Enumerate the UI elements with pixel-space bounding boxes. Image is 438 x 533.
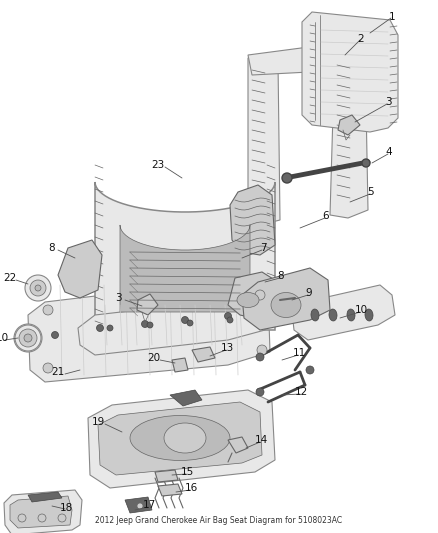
Text: 19: 19	[92, 417, 105, 427]
Text: 10: 10	[354, 305, 367, 315]
Polygon shape	[10, 496, 72, 528]
Polygon shape	[330, 40, 368, 218]
Circle shape	[30, 280, 46, 296]
Polygon shape	[28, 492, 62, 502]
Text: 20: 20	[148, 353, 161, 363]
Polygon shape	[125, 497, 152, 513]
Polygon shape	[58, 240, 102, 298]
Ellipse shape	[329, 309, 337, 321]
Polygon shape	[192, 347, 215, 362]
Polygon shape	[155, 470, 178, 482]
Circle shape	[43, 363, 53, 373]
Polygon shape	[28, 280, 270, 382]
Polygon shape	[170, 390, 202, 406]
Ellipse shape	[130, 416, 230, 461]
Polygon shape	[242, 268, 330, 330]
Text: 6: 6	[323, 211, 329, 221]
Circle shape	[24, 334, 32, 342]
Polygon shape	[228, 437, 248, 453]
Circle shape	[282, 173, 292, 183]
Circle shape	[225, 312, 232, 319]
Circle shape	[38, 514, 46, 522]
Circle shape	[18, 514, 26, 522]
Text: 9: 9	[306, 288, 312, 298]
Ellipse shape	[237, 293, 259, 308]
Text: 22: 22	[4, 273, 17, 283]
Circle shape	[14, 324, 42, 352]
Text: 2: 2	[358, 34, 364, 44]
Circle shape	[187, 320, 193, 326]
Circle shape	[257, 345, 267, 355]
Ellipse shape	[164, 423, 206, 453]
Circle shape	[25, 275, 51, 301]
Polygon shape	[4, 490, 82, 533]
Circle shape	[58, 514, 66, 522]
Circle shape	[256, 353, 264, 361]
Text: 16: 16	[184, 483, 198, 493]
Polygon shape	[95, 182, 275, 330]
Circle shape	[137, 503, 143, 509]
Text: 8: 8	[278, 271, 284, 281]
Text: 8: 8	[49, 243, 55, 253]
Text: 3: 3	[385, 97, 391, 107]
Polygon shape	[338, 115, 360, 135]
Text: 17: 17	[142, 500, 155, 510]
Text: 10: 10	[0, 333, 9, 343]
Polygon shape	[172, 358, 188, 372]
Polygon shape	[302, 12, 398, 132]
Circle shape	[306, 366, 314, 374]
Polygon shape	[248, 55, 280, 225]
Circle shape	[256, 388, 264, 396]
Text: 1: 1	[389, 12, 396, 22]
Text: 18: 18	[60, 503, 73, 513]
Circle shape	[255, 290, 265, 300]
Ellipse shape	[311, 309, 319, 321]
Text: 11: 11	[293, 348, 306, 358]
Text: 7: 7	[260, 243, 266, 253]
Text: 5: 5	[367, 187, 374, 197]
Circle shape	[107, 325, 113, 331]
Circle shape	[15, 325, 41, 351]
Circle shape	[141, 320, 148, 327]
Polygon shape	[137, 294, 158, 315]
Circle shape	[362, 159, 370, 167]
Ellipse shape	[347, 309, 355, 321]
Circle shape	[96, 325, 103, 332]
Circle shape	[19, 329, 37, 347]
Circle shape	[147, 322, 153, 328]
Circle shape	[181, 317, 188, 324]
Text: 23: 23	[152, 160, 165, 170]
Polygon shape	[88, 390, 275, 488]
Polygon shape	[228, 272, 280, 320]
Circle shape	[43, 305, 53, 315]
Text: 4: 4	[386, 147, 392, 157]
Polygon shape	[158, 484, 182, 496]
Circle shape	[35, 285, 41, 291]
Text: 2012 Jeep Grand Cherokee Air Bag Seat Diagram for 5108023AC: 2012 Jeep Grand Cherokee Air Bag Seat Di…	[95, 516, 343, 525]
Ellipse shape	[271, 293, 301, 318]
Polygon shape	[98, 402, 262, 475]
Text: 3: 3	[115, 293, 121, 303]
Text: 13: 13	[220, 343, 233, 353]
Text: 12: 12	[294, 387, 307, 397]
Ellipse shape	[365, 309, 373, 321]
Polygon shape	[78, 300, 265, 355]
Polygon shape	[248, 40, 368, 75]
Polygon shape	[230, 185, 275, 255]
Polygon shape	[120, 225, 250, 312]
Circle shape	[227, 317, 233, 323]
Text: 14: 14	[254, 435, 268, 445]
Text: 15: 15	[180, 467, 194, 477]
Text: 21: 21	[51, 367, 65, 377]
Circle shape	[52, 332, 59, 338]
Polygon shape	[292, 285, 395, 340]
